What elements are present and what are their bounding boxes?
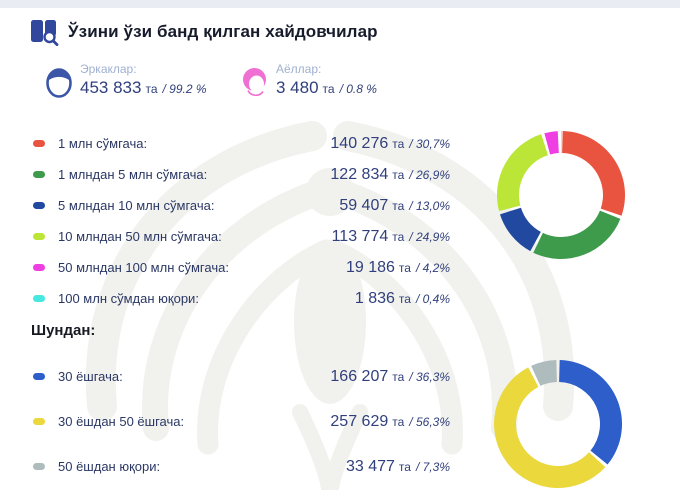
income-row-unit: та bbox=[392, 167, 405, 182]
income-donut-chart bbox=[495, 129, 627, 261]
income-row-percent: / 24,9% bbox=[409, 229, 450, 244]
age-row-unit: та bbox=[392, 414, 405, 429]
legend-bullet bbox=[33, 295, 45, 302]
age-row-count: 33 477 bbox=[345, 457, 395, 475]
income-row-count: 19 186 bbox=[345, 258, 395, 276]
female-count: 3 480 bbox=[276, 78, 319, 97]
income-row-label: 1 млн сўмгача: bbox=[58, 136, 148, 151]
female-unit: та bbox=[322, 82, 335, 96]
top-divider-bar bbox=[0, 0, 680, 8]
legend-bullet bbox=[33, 140, 45, 147]
search-stats-icon bbox=[31, 20, 59, 46]
age-row: 30 ёшгача: 166 207 та / 36,3% bbox=[33, 354, 450, 399]
income-row-percent: / 26,9% bbox=[409, 167, 450, 182]
age-row-percent: / 36,3% bbox=[409, 369, 450, 384]
age-row: 30 ёшдан 50 ёшгача: 257 629 та / 56,3% bbox=[33, 399, 450, 444]
income-row-count: 59 407 bbox=[339, 196, 389, 214]
income-row: 100 млн сўмдан юқори: 1 836 та / 0,4% bbox=[33, 283, 450, 314]
income-row-label: 1 млндан 5 млн сўмгача: bbox=[58, 167, 208, 182]
age-legend-list: 30 ёшгача: 166 207 та/ 36,3% 30 ёшдан 50 … bbox=[33, 354, 450, 489]
income-row: 10 млндан 50 млн сўмгача: 113 774 та / 24,… bbox=[33, 221, 450, 252]
female-head-icon bbox=[243, 68, 266, 97]
bird-watermark bbox=[85, 121, 575, 490]
female-label: Аёллар: bbox=[276, 62, 322, 76]
income-row-count: 1 836 bbox=[354, 289, 395, 307]
male-head-icon bbox=[46, 68, 72, 98]
legend-bullet bbox=[33, 233, 45, 240]
page-title: Ўзини ўзи банд қилган хайдовчилар bbox=[68, 22, 378, 41]
income-row-label: 50 млндан 100 млн сўмгача: bbox=[58, 260, 229, 275]
age-row: 50 ёшдан юқори: 33 477 та / 7,3% bbox=[33, 444, 450, 489]
income-row: 5 млндан 10 млн сўмгача: 59 407 та / 13,0% bbox=[33, 190, 450, 221]
income-row-label: 5 млндан 10 млн сўмгача: bbox=[58, 198, 215, 213]
income-row-unit: та bbox=[398, 260, 411, 275]
age-row-count: 257 629 bbox=[330, 412, 389, 430]
age-row-unit: та bbox=[398, 459, 411, 474]
income-row-unit: та bbox=[392, 229, 405, 244]
age-row-label: 30 ёшдан 50 ёшгача: bbox=[58, 414, 185, 429]
age-donut-chart bbox=[492, 358, 624, 490]
age-row-percent: / 7,3% bbox=[415, 459, 450, 474]
female-percent: / 0.8 % bbox=[339, 82, 377, 96]
income-row-percent: / 0,4% bbox=[415, 291, 450, 306]
legend-bullet bbox=[33, 171, 45, 178]
male-percent: / 99.2 % bbox=[162, 82, 207, 96]
male-label: Эркаклар: bbox=[80, 62, 137, 76]
legend-bullet bbox=[33, 463, 45, 470]
income-row: 1 млндан 5 млн сўмгача: 122 834 та / 26,9% bbox=[33, 159, 450, 190]
age-row-label: 50 ёшдан юқори: bbox=[58, 459, 161, 474]
income-row-label: 100 млн сўмдан юқори: bbox=[58, 291, 199, 306]
age-row-count: 166 207 bbox=[330, 367, 389, 385]
legend-bullet bbox=[33, 373, 45, 380]
male-stat-block: Эркаклар: 453 833 та / 99.2 % bbox=[44, 62, 207, 100]
income-row-unit: та bbox=[392, 198, 405, 213]
legend-bullet bbox=[33, 418, 45, 425]
female-stat-block: Аёллар: 3 480 та / 0.8 % bbox=[240, 62, 377, 100]
income-row-unit: та bbox=[392, 136, 405, 151]
age-row-percent: / 56,3% bbox=[409, 414, 450, 429]
income-row-count: 140 276 bbox=[330, 134, 389, 152]
legend-bullet bbox=[33, 264, 45, 271]
income-row: 1 млн сўмгача: 140 276 та / 30,7% bbox=[33, 128, 450, 159]
male-unit: та bbox=[145, 82, 158, 96]
age-section-heading: Шундан: bbox=[31, 322, 96, 339]
income-legend-list: 1 млн сўмгача: 140 276 та/ 30,7% 1 млндан… bbox=[33, 128, 450, 314]
age-row-label: 30 ёшгача: bbox=[58, 369, 123, 384]
income-row-count: 113 774 bbox=[331, 227, 389, 245]
income-row: 50 млндан 100 млн сўмгача: 19 186 та / 4,2… bbox=[33, 252, 450, 283]
income-row-percent: / 30,7% bbox=[409, 136, 450, 151]
income-row-percent: / 4,2% bbox=[415, 260, 450, 275]
age-row-unit: та bbox=[392, 369, 405, 384]
legend-bullet bbox=[33, 202, 45, 209]
male-count: 453 833 bbox=[80, 78, 142, 97]
income-row-unit: та bbox=[398, 291, 411, 306]
income-row-label: 10 млндан 50 млн сўмгача: bbox=[58, 229, 222, 244]
income-row-percent: / 13,0% bbox=[409, 198, 450, 213]
income-row-count: 122 834 bbox=[330, 165, 389, 183]
